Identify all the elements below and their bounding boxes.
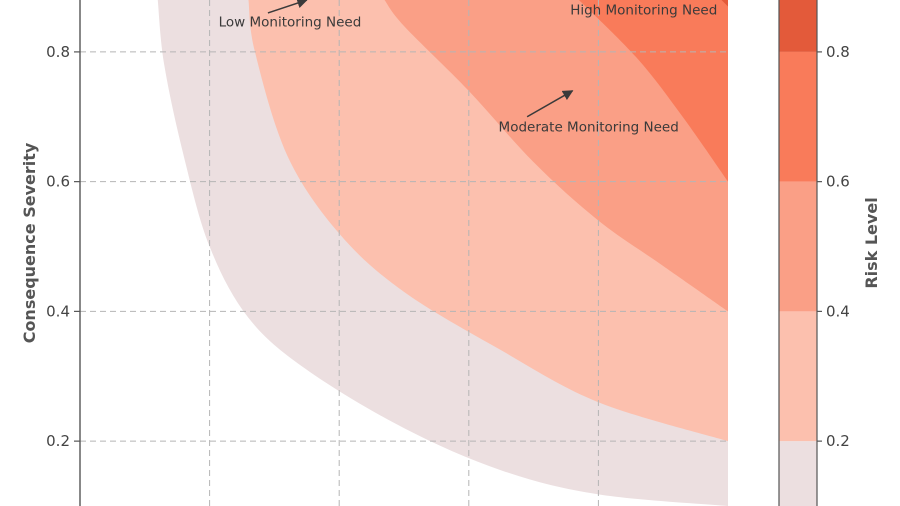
colorbar: 0.2 0.4 0.6 0.8 [778,0,850,506]
colorbar-segment-1 [779,311,817,442]
colorbar-tick-label: 0.8 [826,43,850,61]
y-axis-title: Consequence Severity [20,142,39,343]
annotation-label: High Monitoring Need [570,3,717,19]
colorbar-tick-label: 0.6 [826,173,850,191]
y-tick-label: 0.2 [46,432,70,450]
annotation-arrow [526,90,574,118]
colorbar-title: Risk Level [862,197,881,288]
colorbar-segment-3 [779,51,817,182]
annotation-label: Low Monitoring Need [219,14,362,30]
y-tick-label: 0.6 [46,173,70,191]
annotation-label: Moderate Monitoring Need [499,120,679,136]
contour-band-4 [721,0,728,7]
colorbar-tick-label: 0.2 [826,432,850,450]
colorbar-tick-label: 0.4 [826,302,850,320]
axes [74,0,81,506]
contour-band-2 [384,0,728,312]
colorbar-segment-4 [779,0,817,52]
contour-band-3 [578,0,728,182]
y-tick-label: 0.8 [46,43,70,61]
annotation-arrow [267,0,308,14]
annotations: Low Monitoring Need High Monitoring Need M… [219,0,717,136]
y-tick-label: 0.4 [46,302,70,320]
grid-lines [80,0,728,506]
colorbar-segment-0 [779,441,817,506]
y-tick-labels: 0.2 0.4 0.6 0.8 [46,43,70,450]
contour-bands [157,0,728,506]
colorbar-segment-2 [779,181,817,312]
